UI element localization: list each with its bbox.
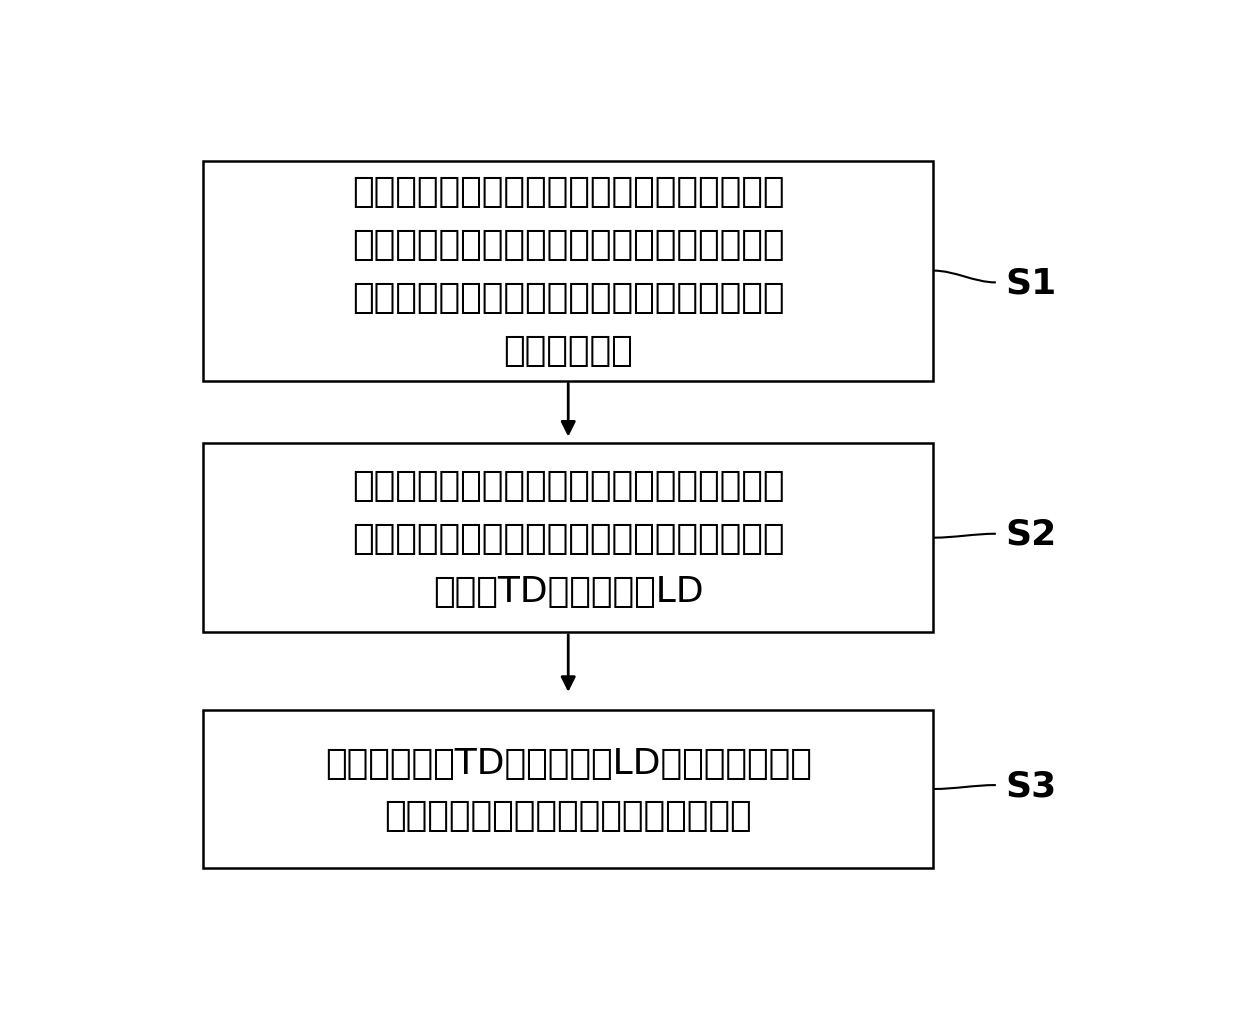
Text: 根据横径集合TD和纵径集合LD计算得到以毫米
为单位的梨果实的实际横径和纵径数值: 根据横径集合TD和纵径集合LD计算得到以毫米 为单位的梨果实的实际横径和纵径数值 xyxy=(325,746,812,833)
Text: 根据预处理后的图像集合建立图像像素坐标系
，计算梨果实横纵径值数据，得到梨果实的横
径集合TD和纵径集合LD: 根据预处理后的图像集合建立图像像素坐标系 ，计算梨果实横纵径值数据，得到梨果实的… xyxy=(352,469,785,608)
Bar xyxy=(203,711,934,868)
Text: S2: S2 xyxy=(1006,518,1056,551)
Bar xyxy=(203,161,934,381)
Text: 通过相机采集多张不同角度的梨表面图像，并
对所述梨表面图像进行预处理，依次包括灰度
值处理、二值化处理和去噪处理，得到预处理
后的图像集合: 通过相机采集多张不同角度的梨表面图像，并 对所述梨表面图像进行预处理，依次包括灰… xyxy=(352,175,785,368)
Bar xyxy=(203,444,934,632)
Text: S3: S3 xyxy=(1006,768,1056,802)
Text: S1: S1 xyxy=(1006,266,1056,301)
